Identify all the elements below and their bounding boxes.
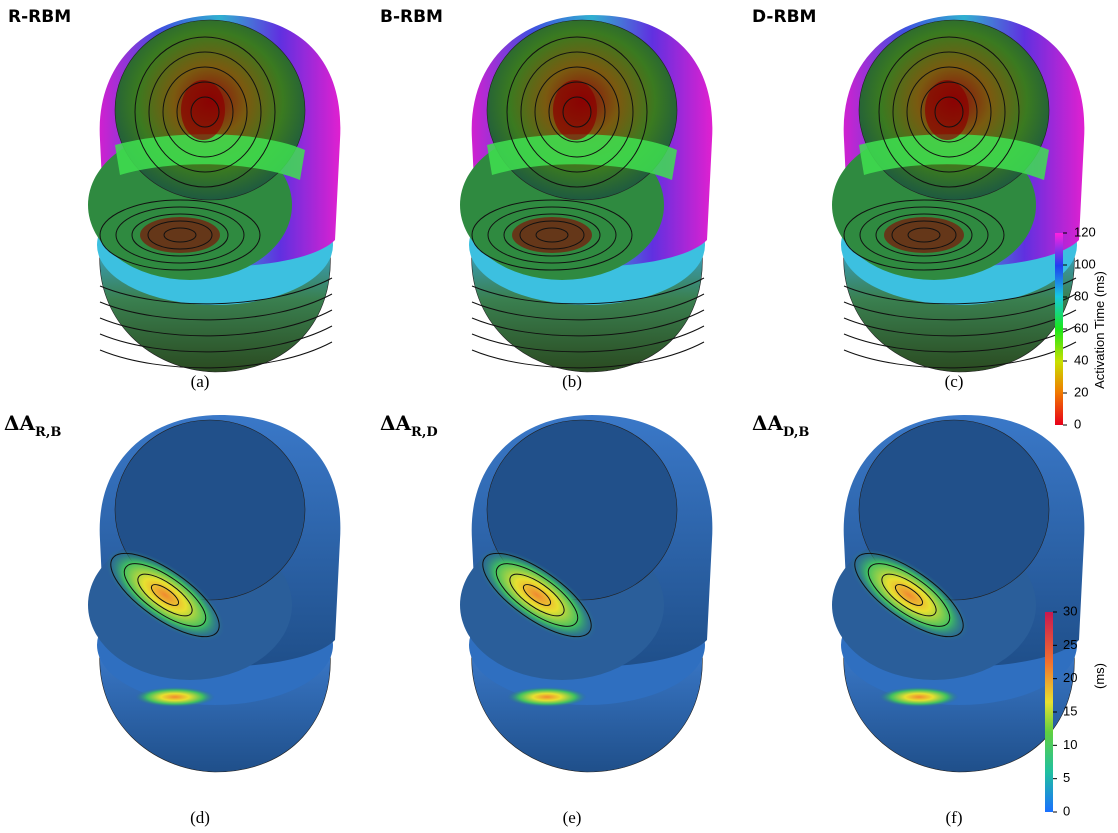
- title-subscript: R,B: [35, 425, 61, 440]
- panel-caption: (b): [562, 372, 582, 391]
- title-subscript: R,D: [411, 425, 438, 440]
- figure: R-RBM(a)B-RBM(b)D-RBM(c)ΔAR,B(d)ΔAR,D(e)…: [0, 0, 1118, 833]
- panel-caption: (c): [945, 372, 964, 391]
- colorbar-tick-label: 0: [1074, 416, 1081, 431]
- title-subscript: D,B: [783, 425, 809, 440]
- renderings: [88, 15, 1084, 772]
- difference-streak: [135, 687, 215, 707]
- colorbar-tick-label: 20: [1074, 384, 1088, 399]
- colorbar-tick-label: 100: [1074, 256, 1096, 271]
- colorbar-label: (ms): [1092, 663, 1107, 689]
- colorbar: [1045, 612, 1053, 812]
- panel-title: ΔAR,D: [380, 411, 438, 440]
- panel-caption: (e): [563, 808, 582, 827]
- colorbar-tick-label: 60: [1074, 320, 1088, 335]
- heart-rendering: [88, 15, 340, 372]
- heart-rendering: [460, 15, 712, 372]
- colorbar-tick-label: 5: [1063, 770, 1070, 785]
- heart-rendering: [832, 15, 1084, 372]
- panel-title: R-RBM: [8, 7, 71, 27]
- hotspot: [512, 217, 592, 253]
- panel-caption: (d): [190, 808, 210, 827]
- panel-caption: (f): [946, 808, 963, 827]
- hotspot: [140, 217, 220, 253]
- colorbar-tick-label: 80: [1074, 288, 1088, 303]
- heart-rendering: [460, 415, 712, 772]
- colorbar: [1055, 233, 1063, 425]
- colorbar-tick-label: 30: [1063, 603, 1077, 618]
- title-main: ΔA: [752, 411, 784, 435]
- difference-streak: [879, 687, 959, 707]
- difference-streak: [507, 687, 587, 707]
- colorbar-tick-label: 0: [1063, 803, 1070, 818]
- colorbar-tick-label: 10: [1063, 737, 1077, 752]
- heart-rendering: [88, 415, 340, 772]
- panel-title: ΔAD,B: [752, 411, 809, 440]
- hotspot: [884, 217, 964, 253]
- title-main: ΔA: [380, 411, 412, 435]
- panel-caption: (a): [191, 372, 210, 391]
- colorbar-tick-label: 120: [1074, 224, 1096, 239]
- title-main: ΔA: [4, 411, 36, 435]
- colorbar-tick-label: 15: [1063, 703, 1077, 718]
- colorbar-tick-label: 25: [1063, 637, 1077, 652]
- colorbar-tick-label: 40: [1074, 352, 1088, 367]
- panel-title: ΔAR,B: [4, 411, 61, 440]
- colorbar-tick-label: 20: [1063, 670, 1077, 685]
- colorbar-label: Activation Time (ms): [1092, 271, 1107, 389]
- panel-title: D-RBM: [752, 7, 816, 27]
- panel-title: B-RBM: [380, 7, 443, 27]
